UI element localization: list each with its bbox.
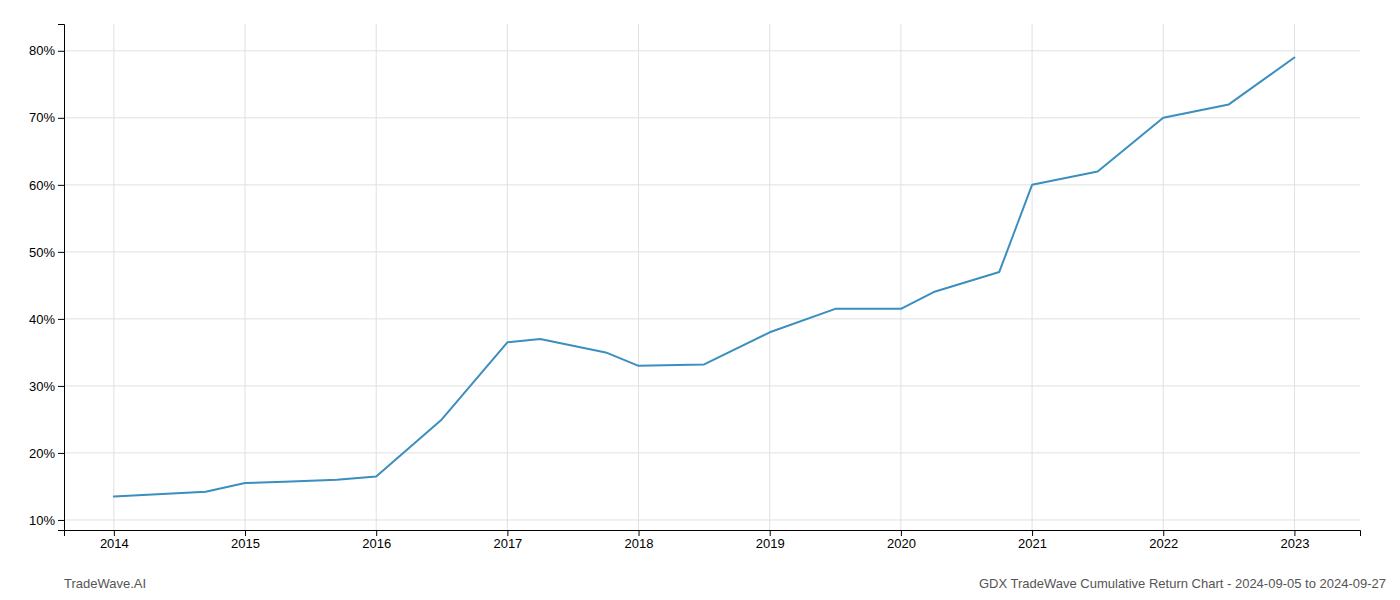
x-grid-line xyxy=(1163,24,1164,530)
y-tick-label: 30% xyxy=(29,379,55,394)
x-tick: 2017 xyxy=(493,530,522,551)
x-grid-line xyxy=(1032,24,1033,530)
y-axis: 10% 20% 30% 40% 50% 60% 70% 80% xyxy=(29,25,65,531)
y-grid-line xyxy=(64,50,1360,51)
y-tick-mark xyxy=(58,386,64,387)
y-tick-label: 10% xyxy=(29,513,55,528)
footer-text: GDX TradeWave Cumulative Return Chart - … xyxy=(979,576,1386,591)
marks xyxy=(114,58,1295,497)
y-tick: 20% xyxy=(29,446,64,461)
y-tick: 80% xyxy=(29,43,64,58)
y-grid-line xyxy=(64,385,1360,386)
x-tick-label: 2017 xyxy=(493,536,522,551)
y-tick-label: 40% xyxy=(29,312,55,327)
line xyxy=(114,58,1295,497)
y-tick: 70% xyxy=(29,110,64,125)
x-tick-mark xyxy=(1163,530,1164,536)
x-tick-label: 2019 xyxy=(756,536,785,551)
y-tick-label: 80% xyxy=(29,43,55,58)
x-grid-line xyxy=(245,24,246,530)
y-grid-line xyxy=(64,519,1360,520)
x-tick: 2014 xyxy=(100,530,129,551)
y-tick: 60% xyxy=(29,178,64,193)
chart: 2014 2015 2016 2017 2018 2019 2020 2021 2022 2023… xyxy=(0,0,1400,600)
y-tick-label: 20% xyxy=(29,446,55,461)
footer-text: TradeWave.AI xyxy=(64,576,146,591)
y-tick: 10% xyxy=(29,513,64,528)
y-tick-mark xyxy=(58,118,64,119)
x-grid-line xyxy=(769,24,770,530)
y-grid-line xyxy=(64,452,1360,453)
x-tick: 2016 xyxy=(362,530,391,551)
x-tick-mark xyxy=(376,530,377,536)
y-grid-line xyxy=(64,318,1360,319)
x-tick-mark xyxy=(639,530,640,536)
plot: 2014 2015 2016 2017 2018 2019 2020 2021 2022 2023… xyxy=(29,24,1361,551)
x-tick-mark xyxy=(901,530,902,536)
x-tick-mark xyxy=(245,530,246,536)
y-grid-line xyxy=(64,251,1360,252)
y-tick-mark xyxy=(58,252,64,253)
x-tick: 2020 xyxy=(887,530,916,551)
x-grid-line xyxy=(1294,24,1295,530)
y-grid-line xyxy=(64,184,1360,185)
x-grid-line xyxy=(507,24,508,530)
x-tick-mark xyxy=(507,530,508,536)
y-tick: 30% xyxy=(29,379,64,394)
x-grid-line xyxy=(113,24,114,530)
y-tick-mark xyxy=(58,185,64,186)
y-tick-label: 60% xyxy=(29,178,55,193)
x-axis-line xyxy=(65,531,1361,537)
x-tick: 2021 xyxy=(1018,530,1047,551)
x-tick-label: 2020 xyxy=(887,536,916,551)
x-tick-label: 2015 xyxy=(231,536,260,551)
x-tick-label: 2014 xyxy=(100,536,129,551)
x-tick: 2023 xyxy=(1280,530,1309,551)
y-tick-label: 50% xyxy=(29,245,55,260)
y-tick: 40% xyxy=(29,312,64,327)
y-tick-mark xyxy=(58,520,64,521)
x-tick-label: 2021 xyxy=(1018,536,1047,551)
x-tick: 2015 xyxy=(231,530,260,551)
x-tick: 2018 xyxy=(625,530,654,551)
x-tick-label: 2018 xyxy=(625,536,654,551)
x-tick: 2022 xyxy=(1149,530,1178,551)
x-tick-label: 2023 xyxy=(1280,536,1309,551)
x-tick-mark xyxy=(1032,530,1033,536)
x-axis: 2014 2015 2016 2017 2018 2019 2020 2021 2022 2023 xyxy=(65,530,1361,551)
x-grid-line xyxy=(638,24,639,530)
x-grid-line xyxy=(376,24,377,530)
x-tick-label: 2016 xyxy=(362,536,391,551)
y-tick: 50% xyxy=(29,245,64,260)
x-tick-mark xyxy=(770,530,771,536)
y-tick-mark xyxy=(58,319,64,320)
x-tick-mark xyxy=(1294,530,1295,536)
y-tick-mark xyxy=(58,453,64,454)
x-grid-line xyxy=(900,24,901,530)
y-tick-mark xyxy=(58,51,64,52)
y-axis-line xyxy=(58,25,65,531)
x-tick-label: 2022 xyxy=(1149,536,1178,551)
x-tick-mark xyxy=(114,530,115,536)
x-tick: 2019 xyxy=(756,530,785,551)
grid xyxy=(64,24,1360,530)
y-tick-label: 70% xyxy=(29,110,55,125)
